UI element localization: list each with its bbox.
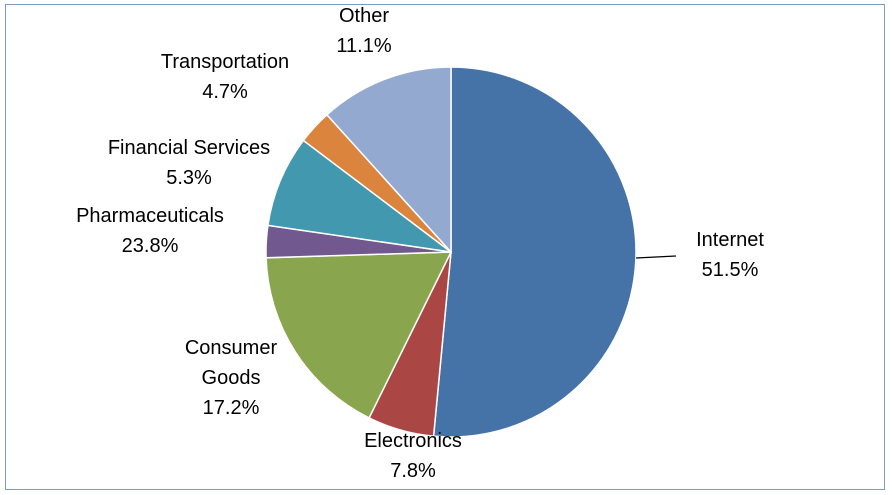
data-label-consumer-goods: Consumer Goods 17.2% [185, 337, 278, 419]
pie-slice-other [325, 66, 452, 254]
percent-label: 17.2% [203, 397, 260, 419]
category-label: Other [339, 5, 389, 27]
pie-slices [265, 66, 637, 438]
data-label-pharmaceuticals: Pharmaceuticals 23.8% [76, 205, 224, 257]
data-label-transportation: Transportation 4.7% [161, 51, 289, 103]
category-label: Financial Services [108, 137, 270, 159]
percent-label: 23.8% [122, 235, 179, 257]
percent-label: 4.7% [202, 81, 248, 103]
data-label-financial-services: Financial Services 5.3% [108, 137, 270, 189]
percent-label: 51.5% [702, 259, 759, 281]
category-label: Goods [202, 367, 261, 389]
data-label-electronics: Electronics 7.8% [364, 430, 462, 482]
category-label: Electronics [364, 430, 462, 452]
category-label: Transportation [161, 51, 289, 73]
percent-label: 5.3% [166, 167, 212, 189]
data-label-other: Other 11.1% [336, 5, 391, 57]
pie-slice-internet [432, 66, 637, 438]
category-label: Consumer [185, 337, 278, 359]
percent-label: 11.1% [336, 35, 391, 57]
data-label-internet: Internet 51.5% [696, 229, 764, 281]
percent-label: 7.8% [390, 460, 436, 482]
pie-slice-financial-services [267, 139, 452, 253]
leader-line-internet [635, 255, 677, 259]
category-label: Pharmaceuticals [76, 205, 224, 227]
category-label: Internet [696, 229, 764, 251]
pie-slice-consumer-goods [265, 251, 453, 419]
